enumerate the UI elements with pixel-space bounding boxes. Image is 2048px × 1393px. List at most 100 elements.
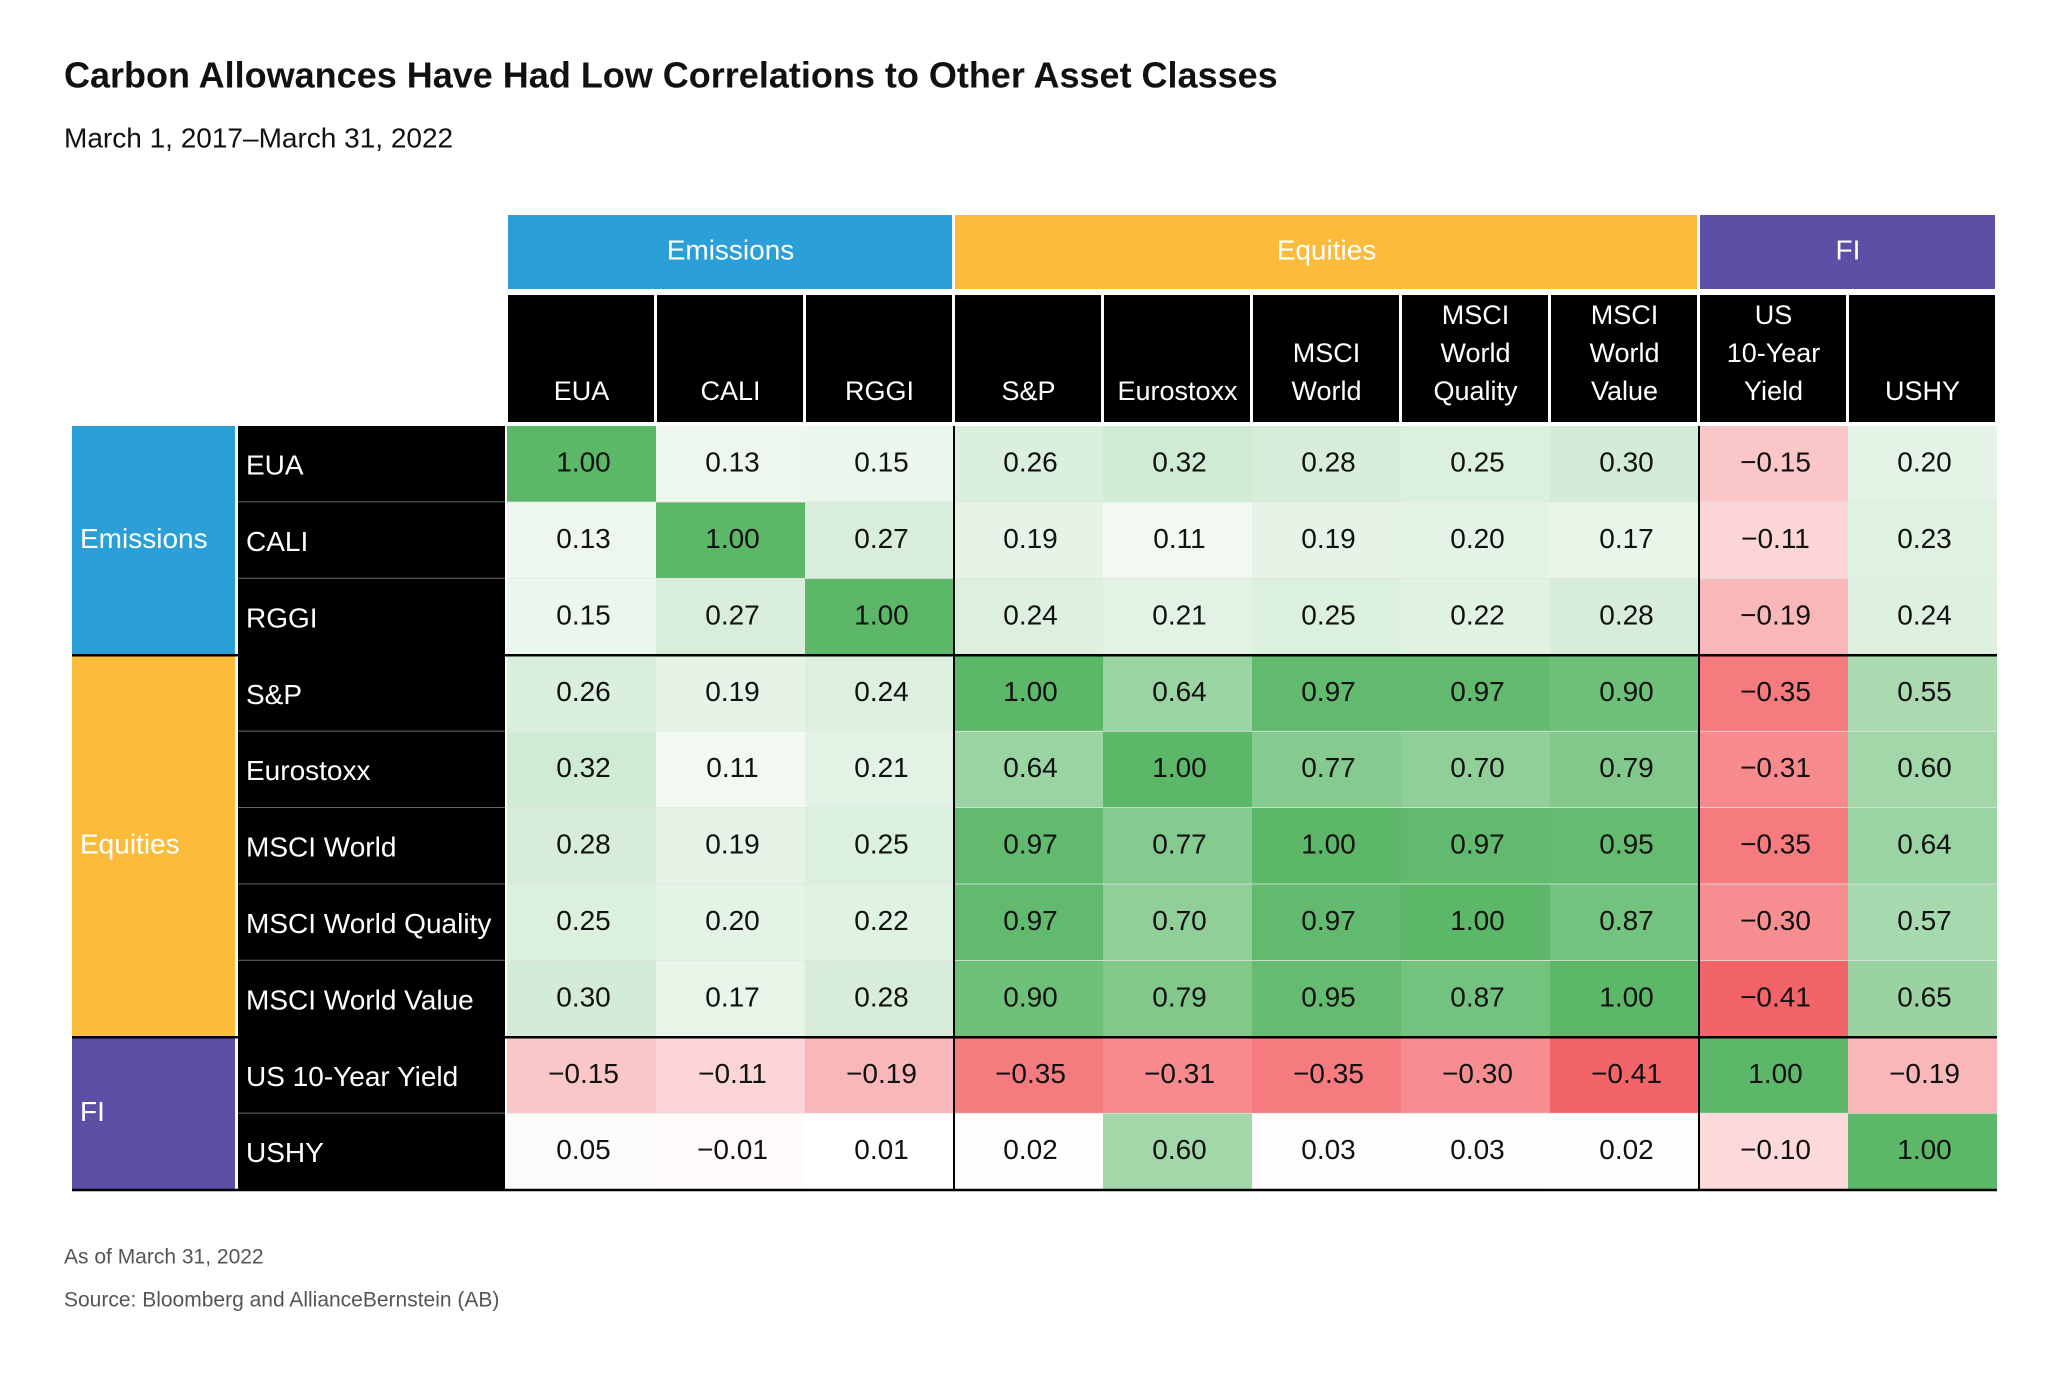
heatmap-cell: [1699, 502, 1848, 579]
heatmap-cell: [1550, 960, 1699, 1038]
cell-value: 1.00: [1897, 1134, 1952, 1165]
heatmap-cell: [507, 578, 656, 656]
heatmap-cell: [954, 578, 1103, 656]
heatmap-cell: [1103, 578, 1252, 656]
column-header: [955, 295, 1101, 422]
cell-value: 0.03: [1450, 1134, 1505, 1165]
heatmap-cell: [1699, 655, 1848, 732]
heatmap-cell: [1252, 655, 1401, 732]
heatmap-cell: [1848, 731, 1997, 808]
heatmap-cell: [656, 731, 805, 808]
cell-value: −0.19: [846, 1058, 917, 1089]
heatmap-cell: [1252, 502, 1401, 579]
heatmap-cell: [1103, 655, 1252, 732]
row-label: EUA: [246, 450, 304, 481]
cell-value: 0.25: [556, 905, 611, 936]
cell-value: −0.31: [1740, 752, 1811, 783]
column-label: RGGI: [845, 376, 914, 406]
heatmap-cell: [1550, 502, 1699, 579]
heatmap-cell: [656, 578, 805, 656]
heatmap-cell: [507, 808, 656, 885]
heatmap-cell: [1252, 1113, 1401, 1190]
heatmap-cell: [1252, 884, 1401, 961]
cell-value: 0.11: [1153, 523, 1205, 554]
cell-value: 1.00: [1003, 676, 1058, 707]
row-header: [238, 502, 505, 579]
heatmap-cell: [1699, 1113, 1848, 1190]
group-header: [955, 215, 1697, 289]
heatmap-cell: [1550, 578, 1699, 656]
column-header: [1104, 295, 1250, 422]
cell-value: 0.13: [705, 447, 760, 478]
chart-subtitle: March 1, 2017–March 31, 2022: [64, 122, 453, 153]
cell-value: −0.01: [697, 1134, 768, 1165]
cell-value: 0.26: [556, 676, 611, 707]
cell-value: 0.15: [854, 447, 909, 478]
cell-value: 0.32: [556, 752, 611, 783]
heatmap-cell: [1699, 1037, 1848, 1114]
heatmap-cell: [1848, 578, 1997, 656]
cell-value: 0.01: [854, 1134, 909, 1165]
heatmap-cell: [1103, 1113, 1252, 1190]
heatmap-cell: [805, 502, 954, 579]
heatmap-cell: [1401, 960, 1550, 1038]
heatmap-cell: [1401, 578, 1550, 656]
row-header: [238, 731, 505, 808]
column-header: [1402, 295, 1548, 422]
column-header: [1849, 295, 1995, 422]
heatmap-cell: [1550, 655, 1699, 732]
cell-value: −0.35: [1293, 1058, 1364, 1089]
column-label: USHY: [1885, 376, 1960, 406]
heatmap-cell: [805, 426, 954, 503]
cell-value: 0.05: [556, 1134, 611, 1165]
cell-value: 0.25: [1301, 599, 1356, 630]
cell-value: 0.97: [1003, 829, 1058, 860]
column-label: MSCI World: [1291, 338, 1361, 406]
heatmap-cell: [1848, 502, 1997, 579]
cell-value: 0.25: [854, 829, 909, 860]
heatmap-cell: [1848, 884, 1997, 961]
heatmap-cell: [1103, 731, 1252, 808]
row-group-label: FI: [80, 1096, 105, 1127]
heatmap-cell: [954, 960, 1103, 1038]
heatmap-cell: [1550, 1113, 1699, 1190]
cell-value: 0.27: [705, 599, 760, 630]
heatmap-cell: [507, 426, 656, 503]
heatmap-cell: [656, 960, 805, 1038]
row-header: [238, 1037, 505, 1114]
cell-value: 0.97: [1450, 676, 1505, 707]
row-header: [238, 884, 505, 961]
row-header: [238, 655, 505, 732]
cell-value: 0.28: [1599, 599, 1654, 630]
footnote: As of March 31, 2022: [64, 1246, 264, 1269]
heatmap-cell: [805, 884, 954, 961]
cell-value: 0.11: [706, 752, 758, 783]
cell-value: 0.79: [1599, 752, 1654, 783]
cell-value: 0.13: [556, 523, 611, 554]
heatmap-cell: [1699, 731, 1848, 808]
heatmap-cell: [1252, 1037, 1401, 1114]
heatmap-cell: [1103, 426, 1252, 503]
group-header-label: Equities: [1277, 234, 1377, 265]
heatmap-cell: [954, 1113, 1103, 1190]
cell-value: −0.15: [1740, 447, 1811, 478]
cell-value: 0.19: [1003, 523, 1058, 554]
heatmap-cell: [656, 884, 805, 961]
row-header: [238, 808, 505, 885]
heatmap-cell: [805, 578, 954, 656]
footnote: Source: Bloomberg and AllianceBernstein …: [64, 1289, 499, 1312]
cell-value: 0.70: [1450, 752, 1505, 783]
cell-value: 0.87: [1599, 905, 1654, 936]
cell-value: 0.64: [1897, 829, 1952, 860]
cell-value: 1.00: [1599, 981, 1654, 1012]
cell-value: 0.17: [705, 981, 760, 1012]
cell-value: 0.64: [1003, 752, 1058, 783]
cell-value: 0.28: [1301, 447, 1356, 478]
heatmap-cell: [954, 884, 1103, 961]
cell-value: 0.97: [1003, 905, 1058, 936]
cell-value: 0.24: [1003, 599, 1058, 630]
row-label: USHY: [246, 1137, 324, 1168]
cell-value: 0.28: [854, 981, 909, 1012]
heatmap-cell: [1848, 426, 1997, 503]
